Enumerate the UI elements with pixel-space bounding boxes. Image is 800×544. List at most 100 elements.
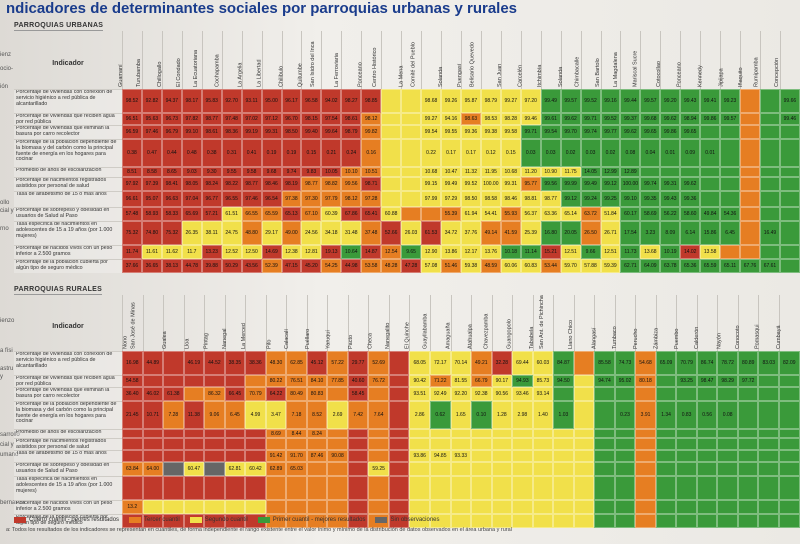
table-cell: 93.11	[241, 89, 262, 113]
table-cell	[594, 450, 615, 462]
parish-column-header: La Mena	[398, 31, 421, 89]
table-cell: 98.50	[281, 125, 302, 139]
table-cell: 92.70	[221, 89, 242, 113]
table-cell	[491, 514, 513, 528]
table-cell: 11.14	[520, 245, 541, 259]
table-cell	[347, 462, 369, 476]
table-cell: 98.85	[361, 89, 382, 113]
table-cell: 60.83	[520, 259, 541, 273]
table-cell	[224, 438, 246, 450]
table-cell: 3.47	[265, 401, 287, 429]
table-cell: 29.77	[347, 351, 369, 375]
rural-indicator-header: Indicador	[52, 323, 84, 330]
table-cell	[655, 438, 677, 450]
table-cell: 44.78	[181, 259, 202, 273]
indicator-label: Tasa específica de nacimientos en adoles…	[14, 221, 122, 245]
table-cell	[409, 514, 430, 528]
parish-column-header: Concepción	[774, 31, 800, 89]
table-cell: 98.46	[261, 177, 282, 191]
parish-name: Quitumbe	[297, 63, 304, 87]
table-cell	[758, 401, 779, 429]
table-cell: 1.03	[553, 401, 574, 429]
table-cell	[388, 450, 410, 462]
table-cell	[163, 450, 184, 462]
table-row: Porcentaje de la población dependiente d…	[14, 401, 800, 429]
table-cell: 12.54	[381, 245, 402, 259]
rural-rows: Porcentaje de viviendas con conexión de …	[14, 351, 800, 528]
table-cell: 99.37	[620, 113, 641, 125]
table-cell	[717, 514, 738, 528]
table-cell: 65.59	[700, 259, 721, 273]
table-cell: 6.14	[680, 221, 701, 245]
table-cell: 54.58	[122, 375, 143, 387]
table-cell: 63.78	[660, 259, 681, 273]
table-cell: 99.62	[560, 113, 581, 125]
table-cell: 0.44	[161, 139, 182, 167]
table-cell: 0.47	[141, 139, 162, 167]
table-cell: 69.44	[512, 351, 533, 375]
parish-column-header: Iñaquito	[738, 31, 760, 89]
table-cell	[401, 207, 422, 221]
indicator-label: Porcentaje de viviendas que eliminan la …	[14, 387, 122, 401]
table-cell: 99.36	[680, 191, 701, 207]
parish-name: Nanegalito	[384, 322, 391, 349]
table-row: Porcentaje de viviendas que reciben agua…	[14, 113, 800, 125]
table-cell	[388, 462, 410, 476]
parish-column-header: Pomasqui	[755, 295, 779, 351]
table-cell: 25.39	[520, 221, 541, 245]
table-cell	[388, 438, 410, 450]
table-cell: 90.42	[409, 375, 430, 387]
table-cell: 7.18	[286, 401, 307, 429]
table-cell: 8.69	[265, 429, 287, 438]
table-cell	[696, 438, 718, 450]
parish-column-header: Itchimbía	[537, 31, 561, 89]
table-cell: 99.26	[441, 89, 461, 113]
table-cell	[532, 500, 554, 514]
table-cell: 0.41	[241, 139, 262, 167]
table-cell: 1.28	[491, 401, 513, 429]
table-cell: 95.83	[201, 89, 222, 113]
parish-column-header: Rumipamba	[754, 31, 780, 89]
table-cell	[737, 514, 759, 528]
table-cell: 86.32	[204, 387, 225, 401]
table-cell: 80.89	[737, 351, 759, 375]
table-cell: 0.21	[321, 139, 342, 167]
parish-column-header: Lloa	[183, 295, 205, 351]
parish-column-header: Belisario Quevedo	[470, 31, 501, 89]
parish-name: Chillogallo	[157, 61, 164, 87]
table-cell: 99.62	[660, 113, 681, 125]
table-cell: 99.12	[600, 177, 621, 191]
indicator-label: Tasa de alfabetismo de 15 o más años	[14, 450, 122, 462]
table-cell: 26.03	[401, 221, 422, 245]
table-cell	[594, 500, 615, 514]
table-cell	[532, 476, 554, 500]
table-cell: 20.05	[560, 221, 581, 245]
table-cell: 95.77	[520, 177, 541, 191]
table-cell: 38.35	[224, 351, 246, 375]
table-cell: 1.65	[450, 401, 472, 429]
table-cell: 65.14	[560, 207, 581, 221]
table-cell: 16.98	[122, 351, 143, 375]
table-cell: 21.45	[122, 401, 143, 429]
table-cell	[740, 139, 760, 167]
table-cell	[471, 450, 492, 462]
table-cell	[760, 113, 780, 125]
table-row: Porcentaje de viviendas que reciben agua…	[14, 375, 800, 387]
margin-label: ienzo	[0, 318, 15, 324]
table-cell	[700, 177, 721, 191]
table-cell: 36.40	[122, 387, 143, 401]
table-cell: 11.7	[181, 245, 202, 259]
table-cell	[471, 438, 492, 450]
rural-parishes-table: PARROQUIAS RURALES Indicador Nono San Jos…	[14, 286, 800, 528]
parish-column-header: Zámbiza	[653, 295, 677, 351]
table-cell: 0.04	[640, 139, 661, 167]
table-cell: 32.28	[491, 351, 513, 375]
table-cell	[676, 450, 697, 462]
margin-label: ocio-	[0, 66, 14, 72]
urban-parishes-table: PARROQUIAS URBANAS Indicador Guamaní Turu…	[14, 22, 800, 284]
table-cell: 14.05	[580, 167, 601, 177]
parish-name: Rumipamba	[754, 57, 761, 87]
table-cell	[512, 462, 533, 476]
table-cell: 61.51	[221, 207, 242, 221]
table-cell	[204, 514, 225, 528]
